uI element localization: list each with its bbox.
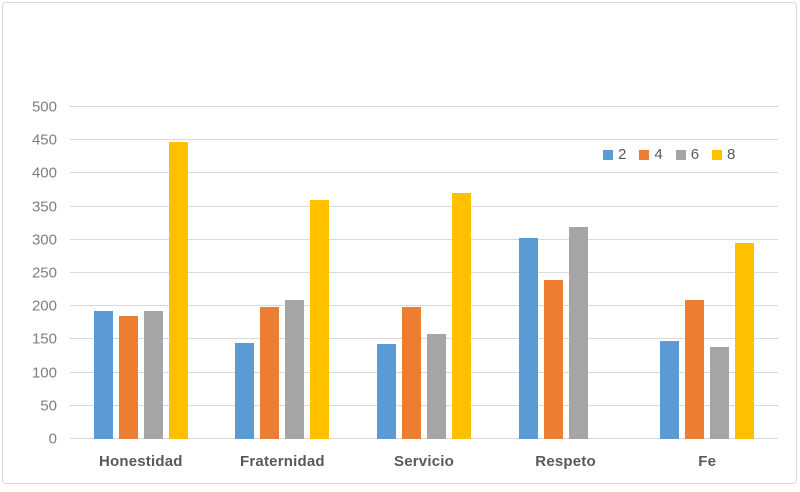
y-tick-label-400: 400 (31, 164, 57, 182)
y-tick-label-250: 250 (31, 264, 57, 282)
bar-slot-honestidad-series-8 (168, 107, 188, 439)
gridline-350 (70, 205, 778, 207)
bar-fraternidad-series-2 (235, 342, 255, 439)
bar-slot-fe-series-2 (660, 107, 680, 439)
bar-groups (70, 107, 778, 439)
y-tick-label-0: 0 (48, 430, 57, 448)
legend-item-8: 8 (712, 146, 735, 163)
gridline-200 (70, 305, 778, 307)
y-tick-label-300: 300 (31, 231, 57, 249)
bar-fraternidad-series-4 (260, 306, 280, 439)
bar-respeto-series-4 (543, 279, 563, 439)
legend-swatch-icon (675, 149, 686, 160)
bar-slot-fe-series-4 (685, 107, 705, 439)
bar-respeto-series-6 (568, 226, 588, 439)
gridline-250 (70, 272, 778, 273)
bar-servicio-series-6 (426, 334, 446, 439)
bar-honestidad-series-2 (93, 310, 113, 439)
legend-item-6: 6 (675, 146, 700, 163)
y-tick-label-450: 450 (31, 131, 57, 149)
legend-swatch-icon (639, 149, 650, 160)
bar-slot-servicio-series-4 (401, 107, 421, 439)
category-label-respeto: Respeto (535, 453, 596, 470)
bar-slot-fraternidad-series-8 (310, 107, 330, 439)
bar-group-honestidad (70, 107, 212, 439)
bar-honestidad-series-4 (118, 316, 138, 439)
bar-fraternidad-series-6 (285, 299, 305, 439)
y-tick-label-350: 350 (31, 198, 57, 216)
bar-honestidad-series-8 (168, 142, 188, 439)
y-tick-label-100: 100 (31, 364, 57, 382)
gridline-450 (70, 139, 778, 141)
bar-fe-series-2 (660, 340, 680, 439)
y-axis-labels: 0 50 100 150 200 250 300 350 400 450 500 (0, 100, 57, 447)
category-label-honestidad: Honestidad (98, 453, 183, 470)
gridline-50 (70, 404, 778, 406)
gridline-300 (70, 238, 778, 240)
legend-label: 8 (727, 146, 736, 163)
bar-group-fraternidad (212, 107, 354, 439)
bar-slot-honestidad-series-6 (143, 107, 163, 439)
bar-slot-respeto-series-4 (543, 107, 563, 439)
axis-baseline (70, 438, 778, 439)
bar-slot-fraternidad-series-6 (285, 107, 305, 439)
bar-slot-fe-series-6 (710, 107, 730, 439)
bar-group-fe (636, 107, 778, 439)
bar-slot-respeto-series-6 (568, 107, 588, 439)
bar-group-respeto (495, 107, 637, 439)
plot-area (70, 106, 778, 439)
gridline-150 (70, 338, 778, 340)
bar-slot-servicio-series-2 (376, 107, 396, 439)
bar-fe-series-8 (735, 243, 755, 439)
legend: 2 4 6 8 (603, 146, 735, 163)
legend-swatch-icon (712, 149, 723, 160)
category-axis: Honestidad Fraternidad Servicio Respeto Fe (70, 453, 778, 470)
legend-label: 2 (618, 146, 627, 163)
bar-group-servicio (353, 107, 495, 439)
gridline-100 (70, 371, 778, 373)
bar-fe-series-6 (710, 346, 730, 439)
bar-honestidad-series-6 (143, 310, 163, 439)
bar-slot-honestidad-series-2 (93, 107, 113, 439)
y-tick-label-150: 150 (31, 330, 57, 348)
bar-servicio-series-2 (376, 344, 396, 439)
legend-label: 4 (654, 146, 663, 163)
legend-swatch-icon (603, 149, 613, 160)
bar-servicio-series-8 (451, 193, 471, 439)
bar-fe-series-4 (685, 299, 705, 439)
bar-slot-fraternidad-series-4 (260, 107, 280, 439)
legend-item-2: 2 (603, 146, 626, 163)
legend-label: 6 (690, 146, 700, 163)
bar-slot-honestidad-series-4 (118, 107, 138, 439)
bar-servicio-series-4 (401, 306, 421, 439)
legend-item-4: 4 (639, 146, 663, 163)
bar-slot-respeto-series-2 (518, 107, 538, 439)
bar-slot-fe-series-8 (735, 107, 755, 439)
bar-respeto-series-2 (518, 238, 538, 439)
category-label-fe: Fe (698, 453, 717, 470)
y-tick-label-50: 50 (40, 397, 57, 415)
category-label-fraternidad: Fraternidad (240, 453, 325, 470)
y-tick-label-500: 500 (31, 98, 57, 116)
category-label-servicio: Servicio (394, 453, 454, 470)
gridline-400 (70, 172, 778, 174)
bar-slot-fraternidad-series-2 (235, 107, 255, 439)
y-tick-label-200: 200 (31, 297, 57, 315)
bar-slot-servicio-series-6 (426, 107, 446, 439)
bar-fraternidad-series-8 (310, 199, 330, 439)
gridline-500 (70, 106, 778, 107)
bar-slot-servicio-series-8 (451, 107, 471, 439)
